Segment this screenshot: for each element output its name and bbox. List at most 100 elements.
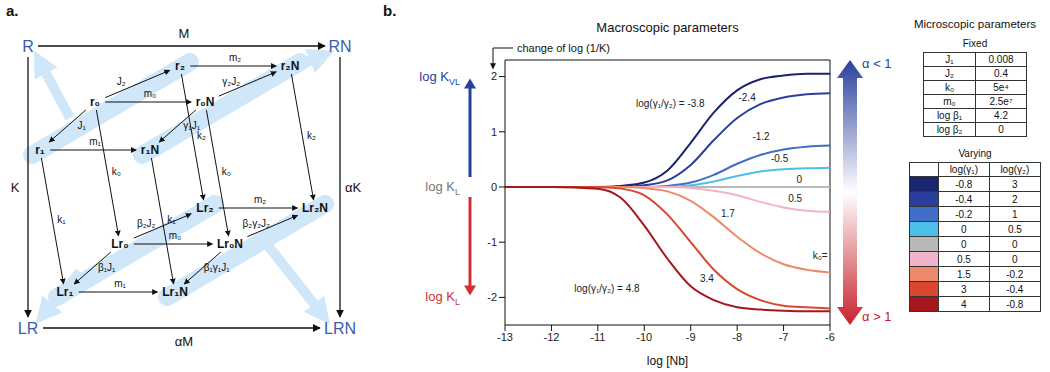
html-text:J₁: J₁ (945, 54, 954, 65)
html-text:5e⁴: 5e⁴ (993, 82, 1009, 93)
svg-text:-12: -12 (543, 331, 559, 343)
html-text:Fixed: Fixed (962, 38, 988, 49)
svg-text:m₁: m₁ (89, 136, 101, 147)
svg-text:-13: -13 (497, 331, 513, 343)
svg-text:m₂: m₂ (229, 52, 241, 63)
svg-text:-11: -11 (590, 331, 605, 343)
svg-text:2: 2 (491, 70, 497, 82)
svg-text:b.: b. (383, 2, 396, 19)
svg-text:-8: -8 (732, 331, 742, 343)
svg-text:R: R (22, 38, 34, 55)
html-text:4.2: 4.2 (994, 110, 1008, 121)
svg-text:Lr₁N: Lr₁N (162, 285, 188, 299)
svg-text:γ₁J₁: γ₁J₁ (183, 120, 200, 132)
html-text:0.4: 0.4 (994, 68, 1008, 79)
html-text:m₀: m₀ (943, 96, 956, 107)
html-text:log β₂: log β₂ (936, 124, 963, 135)
svg-text:-1: -1 (487, 236, 497, 248)
svg-text:0: 0 (797, 174, 803, 185)
svg-text:β₂γ₂J₂: β₂γ₂J₂ (243, 218, 271, 229)
html-text:0: 0 (998, 124, 1004, 135)
svg-text:log [Nb]: log [Nb] (647, 354, 688, 368)
svg-text:Lr₀: Lr₀ (111, 237, 128, 251)
svg-text:-0.5: -0.5 (771, 153, 789, 164)
svg-text:J₂: J₂ (117, 76, 126, 87)
svg-text:0: 0 (491, 181, 497, 193)
svg-text:log KL: log KL (425, 179, 460, 197)
svg-text:r₂: r₂ (175, 59, 185, 73)
svg-text:k₂: k₂ (307, 130, 316, 141)
svg-text:-9: -9 (686, 331, 696, 343)
svg-text:M: M (179, 26, 190, 41)
svg-text:αK: αK (345, 180, 362, 195)
svg-text:log KL: log KL (425, 289, 460, 307)
svg-text:m₁: m₁ (114, 278, 126, 289)
html-text:log(γ₁): log(γ₁) (949, 164, 978, 175)
html-text:0.5: 0.5 (1007, 223, 1022, 235)
svg-text:m₀: m₀ (169, 230, 181, 241)
svg-text:log(γ₁/γ₂) = -3.8: log(γ₁/γ₂) = -3.8 (636, 98, 705, 109)
svg-text:0.5: 0.5 (788, 193, 802, 204)
svg-text:k₁: k₁ (57, 214, 66, 225)
html-text:Microscopic parameters: Microscopic parameters (914, 18, 1036, 30)
svg-text:LR: LR (18, 320, 38, 337)
svg-text:k₀=: k₀= (813, 250, 828, 261)
svg-text:α < 1: α < 1 (862, 56, 892, 71)
html-text:-0.4: -0.4 (1006, 283, 1024, 295)
svg-text:-1.2: -1.2 (752, 131, 770, 142)
svg-text:-10: -10 (636, 331, 652, 343)
svg-text:β₂J₂: β₂J₂ (137, 218, 156, 229)
svg-text:change of log (1/K): change of log (1/K) (517, 42, 610, 54)
svg-text:log KVL: log KVL (419, 69, 460, 87)
html-text:-0.8: -0.8 (1006, 298, 1024, 310)
html-text:log β₁: log β₁ (936, 110, 963, 121)
html-text:J₂: J₂ (945, 68, 954, 79)
svg-text:k₁: k₁ (167, 213, 176, 225)
svg-text:Lr₀N: Lr₀N (217, 237, 243, 251)
html-text:log(γ₂): log(γ₂) (1000, 164, 1030, 175)
svg-text:m₀: m₀ (144, 88, 156, 99)
svg-text:β₁γ₁J₁: β₁γ₁J₁ (204, 262, 231, 273)
svg-text:J₁: J₁ (77, 120, 86, 131)
svg-text:-2: -2 (487, 291, 497, 303)
svg-text:r₀: r₀ (90, 95, 100, 109)
svg-text:1: 1 (491, 126, 497, 138)
html-text:2.5e⁷: 2.5e⁷ (989, 96, 1013, 107)
html-text:3: 3 (1012, 178, 1018, 190)
svg-text:Lr₁: Lr₁ (57, 285, 74, 299)
svg-text:log(γ₁/γ₂) = 4.8: log(γ₁/γ₂) = 4.8 (574, 283, 640, 294)
svg-text:a.: a. (6, 2, 19, 19)
svg-text:k₀: k₀ (112, 166, 121, 177)
svg-text:r₁: r₁ (35, 143, 45, 157)
html-text:-0.4: -0.4 (955, 193, 973, 205)
svg-text:RN: RN (328, 38, 351, 55)
html-text:-0.2: -0.2 (955, 208, 973, 220)
svg-text:Macroscopic parameters: Macroscopic parameters (596, 20, 739, 35)
svg-text:K: K (11, 180, 20, 195)
html-text:1.5: 1.5 (956, 268, 971, 280)
svg-text:m₂: m₂ (254, 194, 266, 205)
html-text:-0.2: -0.2 (1006, 268, 1024, 280)
svg-text:r₁N: r₁N (141, 143, 159, 157)
svg-text:αM: αM (175, 334, 193, 349)
svg-text:α > 1: α > 1 (862, 309, 892, 324)
svg-text:k₂: k₂ (197, 130, 206, 141)
svg-text:LRN: LRN (324, 320, 356, 337)
svg-text:Lr₂: Lr₂ (196, 201, 213, 215)
svg-text:β₁J₁: β₁J₁ (98, 262, 116, 273)
html-text:k₀: k₀ (944, 82, 955, 93)
svg-text:γ₂J₂: γ₂J₂ (222, 76, 240, 87)
svg-text:r₀N: r₀N (196, 95, 215, 109)
svg-text:3.4: 3.4 (700, 273, 714, 284)
html-text:-0.8: -0.8 (955, 178, 973, 190)
html-text:0.008: 0.008 (988, 54, 1014, 65)
html-text:Varying: Varying (958, 148, 992, 159)
svg-text:-2.4: -2.4 (738, 92, 756, 103)
svg-text:k₀: k₀ (222, 166, 231, 177)
html-text:0.5: 0.5 (956, 253, 971, 265)
svg-text:1.7: 1.7 (721, 208, 735, 219)
svg-text:-6: -6 (825, 331, 835, 343)
svg-text:Lr₂N: Lr₂N (302, 201, 328, 215)
svg-text:-7: -7 (779, 331, 789, 343)
svg-text:r₂N: r₂N (281, 59, 300, 73)
